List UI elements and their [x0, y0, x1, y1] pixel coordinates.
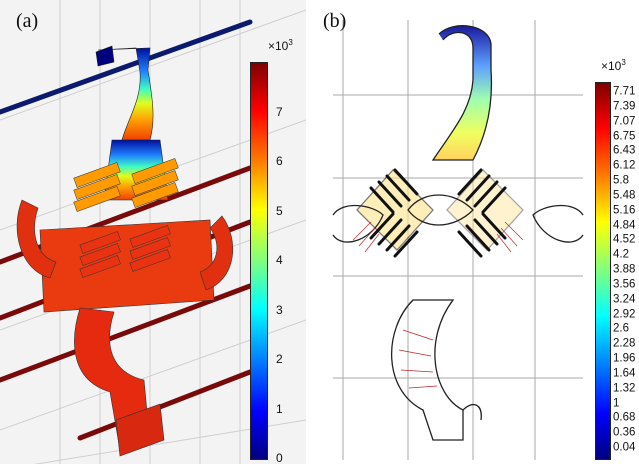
- colorbar-b-tick: 6.75: [613, 129, 636, 142]
- colorbar-b-tick: 2.92: [613, 307, 636, 320]
- colorbar-b-tick: 5.16: [613, 203, 636, 216]
- insulator-sheds: [369, 168, 507, 258]
- colorbar-b-tick: 4.84: [613, 218, 636, 231]
- panel-a-label: (a): [16, 10, 39, 32]
- colorbar-b-tick: 0.68: [613, 411, 636, 424]
- colorbar-b-multiplier: ×103: [601, 58, 626, 73]
- panel-b-render: [332, 20, 584, 460]
- colorbar-b-tick: 4.52: [613, 233, 636, 246]
- panel-a-render: [0, 0, 306, 464]
- colorbar-a-tick: 1: [276, 401, 283, 416]
- panel-divider: [306, 0, 313, 464]
- colorbar-b-tick: 4.2: [613, 248, 629, 261]
- colorbar-a-tick: 3: [276, 302, 283, 317]
- fitting-3d-model: [16, 45, 234, 457]
- panel-b: (b) ×103 7.71 7.39 7.07 6.75 6.43 6.12 5.8 5.48…: [313, 0, 639, 464]
- colorbar-b: [595, 82, 611, 460]
- colorbar-a-multiplier-exponent: 3: [288, 38, 293, 47]
- colorbar-a-tick: 6: [276, 154, 283, 168]
- colorbar-a: [250, 62, 268, 460]
- colorbar-b-tick: 7.07: [613, 114, 636, 127]
- colorbar-b-tick: 1.32: [613, 381, 636, 394]
- colorbar-b-tick: 1.64: [613, 367, 636, 380]
- colorbar-b-tick: 1: [613, 396, 620, 409]
- panel-b-label: (b): [323, 10, 347, 32]
- equipotential-lines: [352, 221, 524, 389]
- colorbar-a-ticks: 0 1 2 3 4 5 6 7: [276, 62, 306, 464]
- colorbar-a-multiplier: ×103: [268, 38, 293, 53]
- colorbar-b-ticks: 7.71 7.39 7.07 6.75 6.43 6.12 5.8 5.48 5.16 4.84 4…: [613, 82, 639, 458]
- colorbar-a-tick: 0: [276, 451, 283, 464]
- colorbar-b-tick: 6.43: [613, 144, 636, 157]
- colorbar-b-tick: 0.36: [613, 426, 636, 439]
- colorbar-a-tick: 5: [276, 203, 283, 218]
- colorbar-b-tick: 0.04: [613, 441, 636, 454]
- colorbar-b-multiplier-exponent: 3: [621, 58, 626, 67]
- colorbar-b-tick: 3.56: [613, 278, 636, 291]
- colorbar-b-tick: 3.24: [613, 292, 636, 305]
- colorbar-b-tick: 7.39: [613, 100, 636, 113]
- plot-grid: [333, 20, 583, 460]
- colorbar-a-tick: 2: [276, 352, 283, 366]
- colorbar-b-multiplier-base: ×10: [601, 59, 622, 73]
- colorbar-a-tick: 7: [276, 104, 283, 119]
- colorbar-b-tick: 2.28: [613, 337, 636, 350]
- colorbar-b-tick: 5.48: [613, 189, 636, 202]
- colorbar-b-tick: 5.8: [613, 174, 629, 187]
- colorbar-b-tick: 2.6: [613, 322, 629, 335]
- colorbar-b-tick: 7.71: [613, 85, 636, 98]
- colorbar-a-tick: 4: [276, 253, 283, 267]
- colorbar-b-tick: 1.96: [613, 352, 636, 365]
- colorbar-a-multiplier-base: ×10: [268, 39, 289, 53]
- colorbar-b-tick: 3.88: [613, 263, 636, 276]
- colorbar-b-tick: 6.12: [613, 159, 636, 172]
